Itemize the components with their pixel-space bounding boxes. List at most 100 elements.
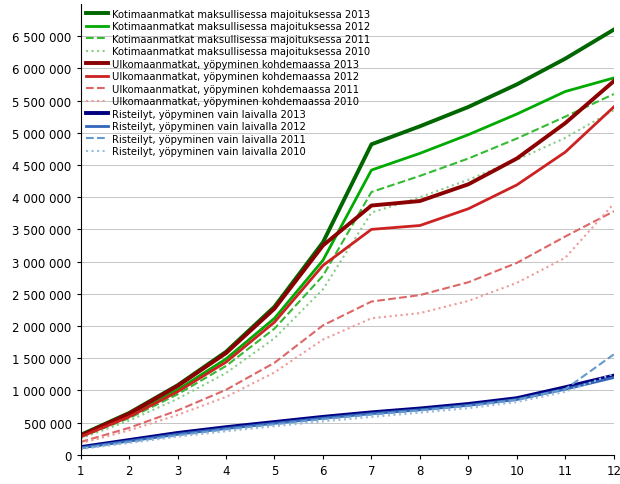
Risteilyt, yöpyminen vain laivalla 2011 <box>464 403 472 409</box>
Kotimaanmatkat maksullisessa majoituksessa 2013 <box>464 105 472 111</box>
Risteilyt, yöpyminen vain laivalla 2013 <box>562 384 569 390</box>
Ulkomaanmatkat, yöpyminen kohdemaassa 2013 <box>368 203 375 209</box>
Risteilyt, yöpyminen vain laivalla 2013 <box>368 409 375 415</box>
Risteilyt, yöpyminen vain laivalla 2013 <box>271 419 278 425</box>
Kotimaanmatkat maksullisessa majoituksessa 2011 <box>125 415 133 421</box>
Risteilyt, yöpyminen vain laivalla 2012 <box>464 403 472 408</box>
Line: Kotimaanmatkat maksullisessa majoituksessa 2011: Kotimaanmatkat maksullisessa majoitukses… <box>81 95 614 437</box>
Ulkomaanmatkat, yöpyminen kohdemaassa 2012 <box>174 389 181 395</box>
Kotimaanmatkat maksullisessa majoituksessa 2010 <box>513 158 521 164</box>
Risteilyt, yöpyminen vain laivalla 2010 <box>610 371 618 377</box>
Risteilyt, yöpyminen vain laivalla 2010 <box>562 389 569 395</box>
Kotimaanmatkat maksullisessa majoituksessa 2013 <box>319 240 327 246</box>
Ulkomaanmatkat, yöpyminen kohdemaassa 2010 <box>464 298 472 304</box>
Kotimaanmatkat maksullisessa majoituksessa 2012 <box>125 413 133 419</box>
Kotimaanmatkat maksullisessa majoituksessa 2011 <box>319 273 327 279</box>
Ulkomaanmatkat, yöpyminen kohdemaassa 2012 <box>368 227 375 233</box>
Kotimaanmatkat maksullisessa majoituksessa 2012 <box>271 316 278 321</box>
Ulkomaanmatkat, yöpyminen kohdemaassa 2011 <box>271 360 278 366</box>
Kotimaanmatkat maksullisessa majoituksessa 2012 <box>174 387 181 393</box>
Ulkomaanmatkat, yöpyminen kohdemaassa 2010 <box>77 440 84 446</box>
Ulkomaanmatkat, yöpyminen kohdemaassa 2012 <box>319 263 327 269</box>
Risteilyt, yöpyminen vain laivalla 2011 <box>610 352 618 358</box>
Risteilyt, yöpyminen vain laivalla 2013 <box>223 424 230 430</box>
Line: Ulkomaanmatkat, yöpyminen kohdemaassa 2010: Ulkomaanmatkat, yöpyminen kohdemaassa 20… <box>81 204 614 443</box>
Kotimaanmatkat maksullisessa majoituksessa 2012 <box>319 258 327 264</box>
Kotimaanmatkat maksullisessa majoituksessa 2010 <box>319 287 327 293</box>
Kotimaanmatkat maksullisessa majoituksessa 2013 <box>610 28 618 33</box>
Ulkomaanmatkat, yöpyminen kohdemaassa 2010 <box>271 370 278 376</box>
Ulkomaanmatkat, yöpyminen kohdemaassa 2013 <box>77 433 84 439</box>
Risteilyt, yöpyminen vain laivalla 2013 <box>319 414 327 420</box>
Ulkomaanmatkat, yöpyminen kohdemaassa 2013 <box>562 121 569 127</box>
Kotimaanmatkat maksullisessa majoituksessa 2012 <box>562 90 569 95</box>
Risteilyt, yöpyminen vain laivalla 2011 <box>513 397 521 403</box>
Ulkomaanmatkat, yöpyminen kohdemaassa 2012 <box>464 206 472 212</box>
Line: Risteilyt, yöpyminen vain laivalla 2012: Risteilyt, yöpyminen vain laivalla 2012 <box>81 378 614 448</box>
Line: Risteilyt, yöpyminen vain laivalla 2011: Risteilyt, yöpyminen vain laivalla 2011 <box>81 355 614 449</box>
Risteilyt, yöpyminen vain laivalla 2013 <box>610 373 618 379</box>
Ulkomaanmatkat, yöpyminen kohdemaassa 2011 <box>125 425 133 431</box>
Ulkomaanmatkat, yöpyminen kohdemaassa 2012 <box>513 182 521 188</box>
Line: Ulkomaanmatkat, yöpyminen kohdemaassa 2011: Ulkomaanmatkat, yöpyminen kohdemaassa 20… <box>81 212 614 442</box>
Ulkomaanmatkat, yöpyminen kohdemaassa 2010 <box>223 394 230 400</box>
Kotimaanmatkat maksullisessa majoituksessa 2012 <box>77 433 84 439</box>
Kotimaanmatkat maksullisessa majoituksessa 2011 <box>77 434 84 440</box>
Ulkomaanmatkat, yöpyminen kohdemaassa 2013 <box>319 243 327 249</box>
Kotimaanmatkat maksullisessa majoituksessa 2013 <box>174 383 181 389</box>
Line: Risteilyt, yöpyminen vain laivalla 2013: Risteilyt, yöpyminen vain laivalla 2013 <box>81 376 614 447</box>
Risteilyt, yöpyminen vain laivalla 2012 <box>610 375 618 381</box>
Ulkomaanmatkat, yöpyminen kohdemaassa 2013 <box>271 306 278 312</box>
Risteilyt, yöpyminen vain laivalla 2011 <box>271 422 278 427</box>
Risteilyt, yöpyminen vain laivalla 2011 <box>174 432 181 438</box>
Risteilyt, yöpyminen vain laivalla 2013 <box>464 401 472 407</box>
Ulkomaanmatkat, yöpyminen kohdemaassa 2011 <box>319 323 327 329</box>
Risteilyt, yöpyminen vain laivalla 2011 <box>77 446 84 452</box>
Kotimaanmatkat maksullisessa majoituksessa 2010 <box>223 370 230 376</box>
Kotimaanmatkat maksullisessa majoituksessa 2011 <box>271 326 278 332</box>
Risteilyt, yöpyminen vain laivalla 2010 <box>416 410 423 416</box>
Ulkomaanmatkat, yöpyminen kohdemaassa 2010 <box>416 311 423 317</box>
Ulkomaanmatkat, yöpyminen kohdemaassa 2010 <box>513 280 521 286</box>
Ulkomaanmatkat, yöpyminen kohdemaassa 2012 <box>271 319 278 325</box>
Ulkomaanmatkat, yöpyminen kohdemaassa 2013 <box>174 383 181 389</box>
Kotimaanmatkat maksullisessa majoituksessa 2010 <box>271 336 278 342</box>
Risteilyt, yöpyminen vain laivalla 2011 <box>562 386 569 392</box>
Kotimaanmatkat maksullisessa majoituksessa 2012 <box>368 168 375 174</box>
Risteilyt, yöpyminen vain laivalla 2012 <box>416 407 423 413</box>
Ulkomaanmatkat, yöpyminen kohdemaassa 2011 <box>513 260 521 266</box>
Kotimaanmatkat maksullisessa majoituksessa 2013 <box>223 349 230 355</box>
Risteilyt, yöpyminen vain laivalla 2013 <box>416 406 423 411</box>
Kotimaanmatkat maksullisessa majoituksessa 2010 <box>610 108 618 114</box>
Ulkomaanmatkat, yöpyminen kohdemaassa 2013 <box>464 182 472 188</box>
Kotimaanmatkat maksullisessa majoituksessa 2011 <box>562 115 569 121</box>
Kotimaanmatkat maksullisessa majoituksessa 2010 <box>174 396 181 402</box>
Ulkomaanmatkat, yöpyminen kohdemaassa 2011 <box>174 408 181 413</box>
Kotimaanmatkat maksullisessa majoituksessa 2012 <box>513 112 521 118</box>
Kotimaanmatkat maksullisessa majoituksessa 2010 <box>368 210 375 216</box>
Risteilyt, yöpyminen vain laivalla 2010 <box>271 424 278 429</box>
Kotimaanmatkat maksullisessa majoituksessa 2012 <box>223 356 230 362</box>
Kotimaanmatkat maksullisessa majoituksessa 2013 <box>271 304 278 310</box>
Risteilyt, yöpyminen vain laivalla 2012 <box>513 397 521 403</box>
Kotimaanmatkat maksullisessa majoituksessa 2011 <box>464 156 472 162</box>
Ulkomaanmatkat, yöpyminen kohdemaassa 2011 <box>77 439 84 445</box>
Ulkomaanmatkat, yöpyminen kohdemaassa 2010 <box>610 201 618 207</box>
Risteilyt, yöpyminen vain laivalla 2010 <box>464 406 472 411</box>
Ulkomaanmatkat, yöpyminen kohdemaassa 2013 <box>125 411 133 417</box>
Ulkomaanmatkat, yöpyminen kohdemaassa 2013 <box>416 199 423 205</box>
Risteilyt, yöpyminen vain laivalla 2010 <box>125 440 133 446</box>
Ulkomaanmatkat, yöpyminen kohdemaassa 2011 <box>562 234 569 240</box>
Ulkomaanmatkat, yöpyminen kohdemaassa 2010 <box>319 337 327 343</box>
Risteilyt, yöpyminen vain laivalla 2011 <box>368 412 375 418</box>
Risteilyt, yöpyminen vain laivalla 2011 <box>319 416 327 422</box>
Kotimaanmatkat maksullisessa majoituksessa 2010 <box>77 436 84 441</box>
Ulkomaanmatkat, yöpyminen kohdemaassa 2012 <box>562 150 569 156</box>
Line: Ulkomaanmatkat, yöpyminen kohdemaassa 2013: Ulkomaanmatkat, yöpyminen kohdemaassa 20… <box>81 82 614 436</box>
Kotimaanmatkat maksullisessa majoituksessa 2011 <box>223 363 230 369</box>
Risteilyt, yöpyminen vain laivalla 2012 <box>562 386 569 392</box>
Ulkomaanmatkat, yöpyminen kohdemaassa 2013 <box>610 79 618 85</box>
Risteilyt, yöpyminen vain laivalla 2010 <box>223 428 230 434</box>
Kotimaanmatkat maksullisessa majoituksessa 2013 <box>125 410 133 416</box>
Line: Kotimaanmatkat maksullisessa majoituksessa 2012: Kotimaanmatkat maksullisessa majoitukses… <box>81 79 614 436</box>
